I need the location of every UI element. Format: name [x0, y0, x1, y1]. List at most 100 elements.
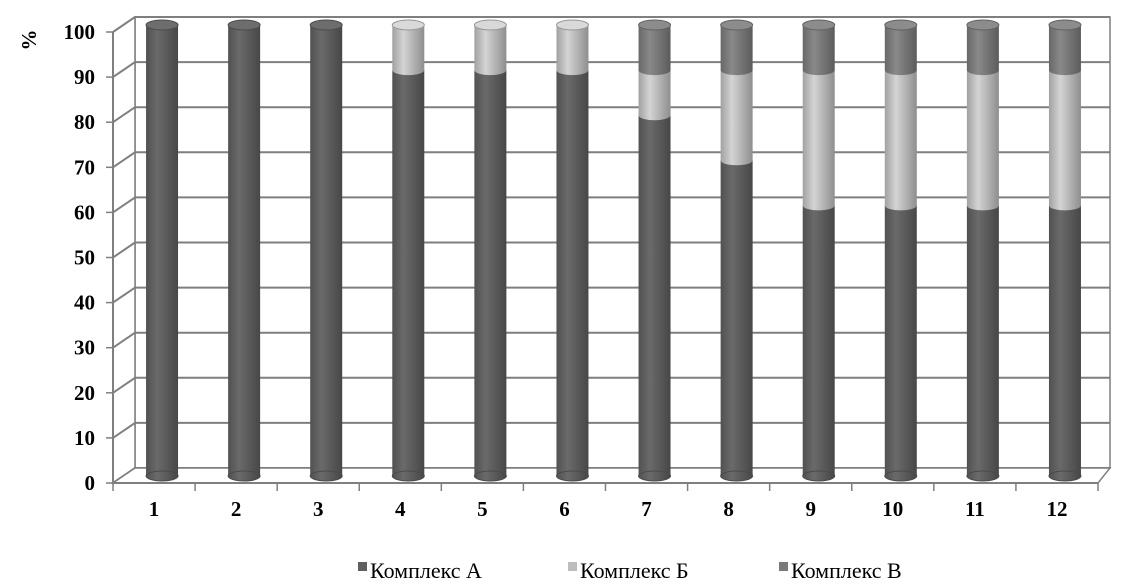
bar-segment: [392, 70, 425, 482]
bar-segment: [884, 205, 917, 482]
x-tick-label: 8: [723, 497, 734, 521]
bar-stack: [966, 19, 1000, 482]
y-tick-label: 10: [74, 426, 95, 450]
bar-segment: [884, 70, 917, 211]
gridline-depth: [112, 106, 136, 124]
bar-segment: [146, 25, 179, 482]
bar-cap: [720, 19, 754, 31]
legend-label: Комплекс А: [370, 558, 482, 583]
bar-stack: [638, 19, 672, 482]
y-tick-label: 100: [64, 20, 96, 44]
y-tick-label: 50: [74, 246, 95, 270]
bar-segment: [884, 25, 917, 76]
bar-base: [638, 470, 672, 482]
x-tick-label: 7: [641, 497, 652, 521]
y-tick-label: 60: [74, 200, 95, 224]
legend-swatch: [358, 562, 367, 571]
x-tick-label: 2: [231, 497, 242, 521]
bar-segment: [802, 70, 835, 211]
bar-base: [309, 470, 343, 482]
bar-base: [473, 470, 507, 482]
bars: [145, 19, 1082, 482]
x-tick-label: 6: [559, 497, 570, 521]
bar-segment: [720, 25, 753, 76]
bar-segment: [474, 25, 507, 76]
gridline-depth: [112, 61, 136, 78]
bar-stack: [145, 19, 179, 482]
bar-cap: [227, 19, 261, 31]
bar-stack: [555, 19, 589, 482]
chart-walls: [112, 15, 1111, 485]
bar-segment: [720, 160, 753, 482]
x-tick-labels: 1 2 3 4 5 6 7 8 9 10 11 12: [112, 483, 1099, 521]
x-tick-label: 11: [965, 497, 985, 521]
bar-cap: [802, 19, 836, 31]
bar-segment: [638, 25, 671, 76]
bar-stack: [473, 19, 507, 482]
bar-segment: [1048, 70, 1081, 211]
bar-segment: [556, 70, 589, 482]
legend: Комплекс А Комплекс Б Комплекс В: [358, 558, 902, 583]
bar-segment: [392, 25, 425, 76]
bar-cap: [1048, 19, 1082, 31]
bar-segment: [1048, 205, 1081, 482]
bar-segment: [966, 205, 999, 482]
bar-stack: [1048, 19, 1082, 482]
x-tick-label: 3: [313, 497, 324, 521]
x-tick-label: 4: [395, 497, 406, 521]
y-tick-label: 30: [74, 336, 95, 360]
gridline-depth: [112, 196, 136, 214]
gridline-depth: [112, 376, 136, 394]
x-tick-label: 5: [477, 497, 488, 521]
legend-swatch: [779, 562, 788, 571]
bar-cap: [638, 19, 672, 31]
legend-label: Комплекс Б: [580, 558, 689, 583]
bar-base: [720, 470, 754, 482]
gridline-depth: [112, 151, 136, 169]
bar-stack: [802, 19, 836, 482]
bar-cap: [145, 19, 179, 31]
x-tick-label: 12: [1046, 497, 1067, 521]
bar-segment: [802, 205, 835, 482]
bar-segment: [966, 70, 999, 211]
bar-segment: [556, 25, 589, 76]
gridline-depth: [112, 286, 136, 304]
gridline-depth: [112, 331, 136, 349]
y-tick-labels: 0 10 20 30 40 50 60 70 80 90 100: [64, 20, 96, 495]
bar-base: [1048, 470, 1082, 482]
bar-base: [884, 470, 918, 482]
bar-stack: [720, 19, 754, 482]
bar-segment: [474, 70, 507, 482]
bar-segment: [638, 70, 671, 121]
legend-label: Комплекс В: [791, 558, 902, 583]
bar-segment: [228, 25, 261, 482]
bar-cap: [391, 19, 425, 31]
bar-cap: [555, 19, 589, 31]
bar-stack: [391, 19, 425, 482]
bar-cap: [309, 19, 343, 31]
bar-cap: [884, 19, 918, 31]
y-tick-label: 90: [74, 65, 95, 89]
x-tick-label: 1: [149, 497, 160, 521]
bar-base: [555, 470, 589, 482]
bar-segment: [966, 25, 999, 76]
bar-segment: [802, 25, 835, 76]
bar-base: [391, 470, 425, 482]
bar-stack: [309, 19, 343, 482]
y-tick-label: 80: [74, 110, 95, 134]
bar-stack: [227, 19, 261, 482]
gridline-depth: [112, 241, 136, 259]
bar-stack: [884, 19, 918, 482]
y-axis-label: %: [17, 30, 41, 51]
bar-segment: [720, 70, 753, 166]
gridline-depth: [112, 422, 136, 439]
bar-base: [802, 470, 836, 482]
gridline-depth: [112, 16, 136, 33]
y-tick-label: 40: [74, 291, 95, 315]
bar-base: [145, 470, 179, 482]
x-tick-label: 10: [882, 497, 903, 521]
legend-swatch: [568, 562, 577, 571]
bar-segment: [310, 25, 343, 482]
y-tick-label: 70: [74, 155, 95, 179]
